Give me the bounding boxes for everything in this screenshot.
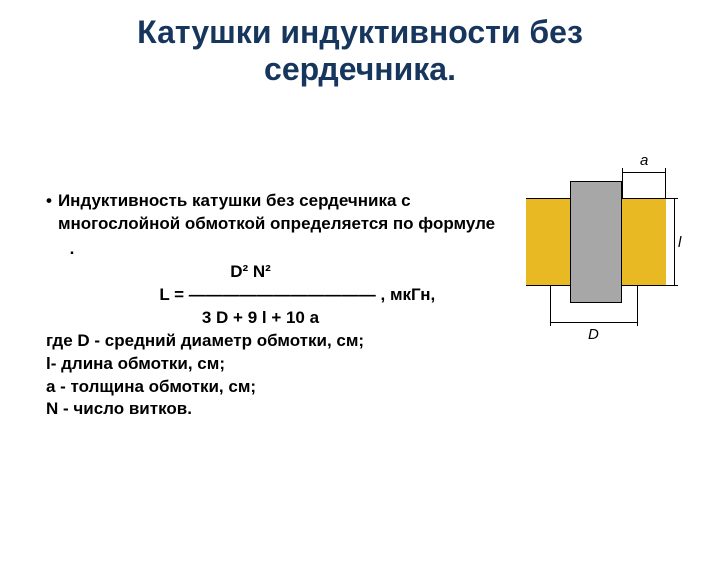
dim-D-line <box>550 322 638 323</box>
winding-right <box>622 198 666 286</box>
dim-l-line <box>674 198 675 286</box>
winding-left <box>526 198 570 286</box>
slide-title: Катушки индуктивности без сердечника. <box>0 0 720 88</box>
bullet-glyph: • <box>46 190 52 236</box>
coil-core <box>570 181 622 303</box>
formula-dot: . <box>46 238 506 261</box>
dim-a-ext-right <box>665 172 666 198</box>
coil-diagram: a l D <box>510 148 700 378</box>
def-N: N - число витков. <box>46 398 506 421</box>
formula: . D² N² L = ——————————— , мкГн, 3 D + 9 … <box>46 238 506 330</box>
def-D: где D - средний диаметр обмотки, см; <box>46 330 506 353</box>
title-line1: Катушки индуктивности без <box>0 14 720 51</box>
dim-D-ext-left <box>550 286 551 322</box>
formula-denominator: 3 D + 9 l + 10 a <box>46 307 506 330</box>
dim-D-ext-right <box>637 286 638 322</box>
dim-l-ext-bot <box>666 285 674 286</box>
formula-mid: L = ——————————— , мкГн, <box>46 284 506 307</box>
dim-l-ext-top <box>666 198 674 199</box>
dim-a-line <box>622 172 666 173</box>
dim-D-label: D <box>588 326 599 343</box>
title-line2: сердечника. <box>0 51 720 88</box>
dim-l-label: l <box>678 234 681 251</box>
def-l: l- длина обмотки, см; <box>46 353 506 376</box>
intro-text: Индуктивность катушки без сердечника с м… <box>58 190 506 236</box>
dim-a-ext-left <box>622 172 623 198</box>
dim-a-label: a <box>640 152 648 169</box>
body-text: • Индуктивность катушки без сердечника с… <box>46 190 506 421</box>
formula-numerator: D² N² <box>46 261 506 284</box>
def-a: а - толщина обмотки, см; <box>46 376 506 399</box>
